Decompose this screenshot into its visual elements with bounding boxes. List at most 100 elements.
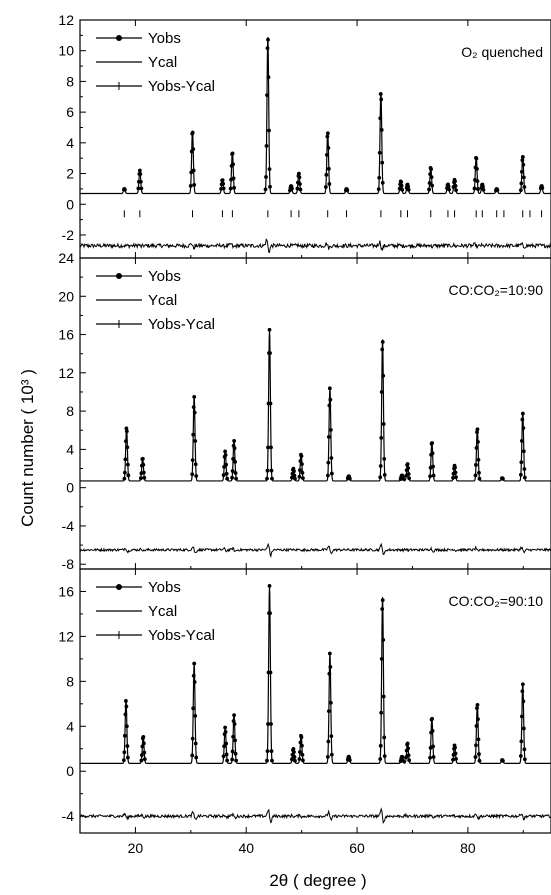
yobs-point [192, 680, 197, 684]
yobs-point [380, 340, 385, 344]
yobs-point [139, 186, 144, 191]
yobs-point [520, 155, 525, 159]
yobs-point [326, 145, 331, 150]
yobs-point [345, 188, 350, 193]
yobs-point [521, 699, 526, 704]
yobs-point [232, 722, 237, 726]
yobs-point [521, 449, 526, 454]
yobs-point [327, 403, 332, 408]
yobs-point [266, 722, 270, 726]
yobs-point [292, 469, 296, 474]
y-tick-label: 6 [66, 104, 74, 120]
yobs-point [519, 439, 524, 443]
yobs-point [399, 183, 404, 188]
yobs-point [428, 474, 432, 479]
yobs-point [326, 435, 331, 439]
yobs-point [521, 175, 526, 180]
yobs-point [233, 471, 238, 475]
yobs-point [190, 458, 195, 463]
yobs-point [298, 182, 302, 186]
yobs-point [518, 754, 523, 758]
legend-yobs-marker [116, 273, 122, 279]
yobs-point [451, 476, 455, 480]
yobs-point [381, 422, 386, 426]
yobs-point [481, 187, 486, 192]
y-tick-label: 8 [66, 673, 74, 689]
yobs-point [476, 457, 481, 462]
yobs-point [142, 475, 147, 480]
yobs-point [192, 410, 197, 415]
series-ycal [80, 36, 551, 195]
yobs-point [123, 699, 128, 703]
yobs-point [326, 166, 331, 171]
yobs-point [223, 449, 228, 454]
yobs-point [406, 753, 411, 758]
yobs-point [406, 466, 411, 471]
yobs-point [124, 724, 129, 729]
yobs-point [405, 462, 410, 466]
yobs-point [293, 758, 297, 763]
yobs-point [379, 656, 384, 661]
yobs-point [520, 411, 525, 416]
yobs-point [234, 758, 238, 763]
panel-frame [79, 568, 551, 834]
yobs-point [518, 188, 523, 193]
yobs-point [225, 758, 230, 763]
legend-yobs-marker [116, 35, 122, 41]
yobs-point [269, 445, 273, 450]
yobs-point [125, 755, 130, 760]
yobs-point [193, 714, 198, 718]
yobs-point [519, 169, 524, 174]
y-tick-label: -8 [62, 556, 75, 572]
yobs-point [221, 754, 226, 759]
legend-yobs-ycal-label: Yobs-Ycal [148, 627, 215, 644]
yobs-point [381, 694, 386, 699]
yobs-point [431, 473, 436, 478]
yobs-point [477, 470, 481, 475]
yobs-point [141, 741, 146, 746]
yobs-point [190, 753, 195, 758]
yobs-point [230, 475, 235, 480]
yobs-point [407, 476, 412, 481]
yobs-point [327, 182, 332, 186]
y-tick-label: 20 [58, 288, 74, 304]
yobs-point [292, 755, 297, 759]
yobs-point [379, 435, 384, 440]
yobs-point [266, 445, 270, 450]
yobs-point [495, 188, 500, 193]
yobs-point [188, 184, 193, 188]
yobs-point [377, 150, 382, 155]
yobs-point [297, 171, 301, 176]
yobs-point [522, 185, 527, 189]
yobs-point [406, 746, 411, 751]
yobs-point [230, 151, 235, 156]
yobs-point [324, 153, 329, 157]
yobs-point [430, 716, 434, 721]
yobs-point [224, 741, 229, 746]
yobs-point [220, 178, 225, 183]
yobs-point [194, 474, 199, 478]
yobs-point [298, 468, 302, 473]
yobs-point [228, 186, 233, 191]
yobs-point [501, 476, 505, 481]
yobs-point [501, 758, 505, 763]
yobs-point [328, 700, 333, 705]
yobs-point [476, 187, 480, 191]
y-tick-label: 0 [66, 196, 74, 212]
yobs-point [270, 758, 274, 763]
yobs-point [520, 689, 525, 694]
legend-yobs-label: Yobs [148, 30, 181, 47]
yobs-point [540, 186, 545, 190]
yobs-point [191, 168, 196, 173]
yobs-point [300, 470, 305, 475]
yobs-point [124, 429, 129, 434]
yobs-point [521, 426, 526, 430]
yobs-point [125, 462, 130, 467]
yobs-point [300, 462, 304, 467]
yobs-point [453, 751, 458, 756]
yobs-point [124, 704, 129, 709]
yobs-point [139, 753, 144, 758]
yobs-point [191, 673, 196, 678]
yobs-point [521, 726, 526, 731]
